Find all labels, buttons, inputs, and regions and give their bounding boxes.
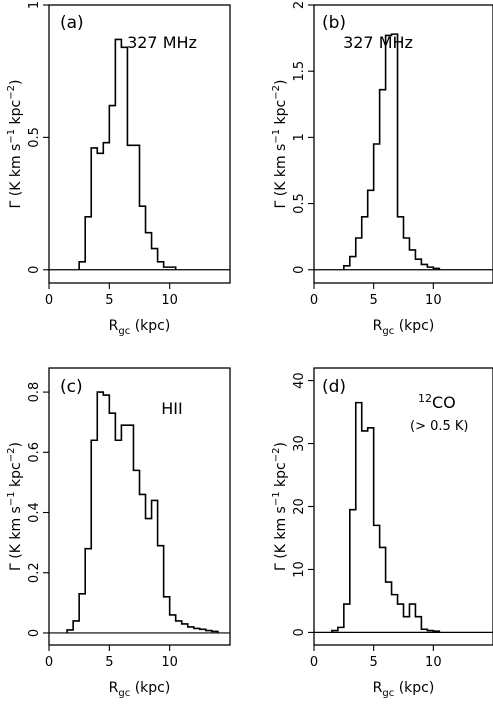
y-tick-label: 20 <box>292 498 307 515</box>
panel-annotation-sub: (> 0.5 K) <box>410 419 469 434</box>
y-tick-label: 2 <box>292 1 307 9</box>
histogram-series <box>66 391 219 633</box>
x-tick-label: 10 <box>161 655 178 670</box>
x-tick-label: 10 <box>425 655 442 670</box>
y-tick-label: 1 <box>27 1 42 9</box>
y-tick-label: 30 <box>292 435 307 452</box>
y-tick-label: 10 <box>292 561 307 578</box>
y-axis-label: Γ (K km s−1 kpc−2) <box>6 80 24 209</box>
panel-d: 0 5 10 0 10 20 30 40 (d) 12CO (> 0.5 K) Rgc (kpc) Γ … <box>271 367 493 699</box>
panel-annotation: 327 MHz <box>127 33 197 52</box>
y-axis-label: Γ (K km s−1 kpc−2) <box>6 442 24 571</box>
y-axis-label: Γ (K km s−1 kpc−2) <box>271 442 289 571</box>
y-tick-label: 0.2 <box>27 562 42 583</box>
panel-label: (d) <box>322 377 346 397</box>
y-tick-label: 0 <box>27 629 42 637</box>
y-tick-label: 0.4 <box>27 502 42 523</box>
y-tick-label: 0.8 <box>27 382 42 403</box>
histogram-series <box>78 38 177 270</box>
y-tick-label: 1.5 <box>292 61 307 82</box>
x-tick-label: 0 <box>45 655 53 670</box>
x-axis-label: Rgc (kpc) <box>373 680 435 699</box>
y-tick-label: 0.5 <box>27 127 42 148</box>
histogram-series <box>331 401 441 633</box>
axes-frame <box>313 4 493 284</box>
x-tick-label: 5 <box>370 655 378 670</box>
x-tick-label: 5 <box>105 293 113 308</box>
panel-label: (a) <box>60 13 84 33</box>
y-tick-label: 0.5 <box>292 193 307 214</box>
histogram-series <box>343 33 441 270</box>
y-tick-label: 0 <box>292 266 307 274</box>
x-tick-label: 5 <box>105 655 113 670</box>
panel-b: 0 5 10 0 0.5 1 1.5 2 (b)327 MHz Rgc (kpc) Γ (K km … <box>271 1 493 337</box>
y-tick-label: 40 <box>292 372 307 389</box>
y-tick-label: 0.6 <box>27 442 42 463</box>
panel-annotation: HII <box>161 399 182 418</box>
y-axis-label: Γ (K km s−1 kpc−2) <box>271 80 289 209</box>
panel-annotation: 12CO <box>418 392 456 412</box>
axes-frame <box>48 367 231 646</box>
x-tick-label: 10 <box>161 293 178 308</box>
x-tick-label: 0 <box>45 293 53 308</box>
x-tick-label: 5 <box>370 293 378 308</box>
panel-label: (b) <box>322 13 346 33</box>
x-axis-label: Rgc (kpc) <box>373 318 435 337</box>
y-tick-label: 1 <box>292 133 307 141</box>
x-tick-label: 0 <box>310 293 318 308</box>
x-axis-label: Rgc (kpc) <box>109 680 171 699</box>
panel-label: (c) <box>60 377 83 397</box>
y-tick-label: 0 <box>27 266 42 274</box>
x-tick-label: 0 <box>310 655 318 670</box>
x-tick-label: 10 <box>425 293 442 308</box>
panel-c: 0 5 10 0 0.2 0.4 0.6 0.8 (c) HII Rgc (kpc) Γ (K km … <box>6 367 231 699</box>
y-tick-label: 0 <box>292 628 307 636</box>
panel-annotation: 327 MHz <box>343 33 413 52</box>
panel-a: 0 5 10 0 0.5 1 (a) 327 MHz Rgc (kpc) Γ (K km s−1 … <box>6 1 231 337</box>
x-axis-label: Rgc (kpc) <box>109 318 171 337</box>
axes-frame <box>48 4 231 284</box>
